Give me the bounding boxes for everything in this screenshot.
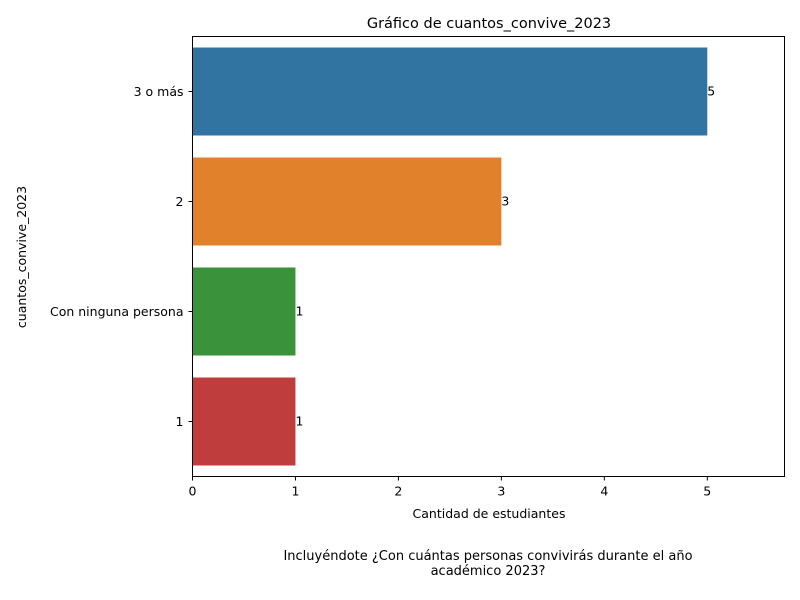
x-tick-label: 1 xyxy=(291,484,299,499)
bar xyxy=(192,47,708,136)
x-tick-label: 4 xyxy=(600,484,608,499)
x-tick-label: 0 xyxy=(189,484,197,499)
bar xyxy=(192,157,502,246)
bar xyxy=(192,267,296,356)
caption-line-2: académico 2023? xyxy=(430,564,546,579)
bar-value-label: 5 xyxy=(707,84,715,99)
bar-value-label: 3 xyxy=(501,194,509,209)
y-tick-label: 2 xyxy=(176,194,184,209)
y-tick-label: Con ninguna persona xyxy=(50,304,184,319)
y-axis: 3 o más 2 Con ninguna persona 1 xyxy=(50,84,193,429)
plot-frame xyxy=(192,36,785,477)
bar-value-label: 1 xyxy=(295,304,303,319)
x-tick-label: 2 xyxy=(394,484,402,499)
y-tick-label: 3 o más xyxy=(134,84,184,99)
caption-line-1: Incluyéndote ¿Con cuántas personas convi… xyxy=(283,549,693,564)
chart-caption: Incluyéndote ¿Con cuántas personas convi… xyxy=(188,549,788,579)
chart-title: Gráfico de cuantos_convive_2023 xyxy=(367,16,611,32)
bars-layer: 5 3 1 1 xyxy=(192,47,715,466)
x-tick-label: 3 xyxy=(497,484,505,499)
x-tick-label: 5 xyxy=(703,484,711,499)
y-tick-label: 1 xyxy=(176,414,184,429)
bar-value-label: 1 xyxy=(295,414,303,429)
x-axis-label: Cantidad de estudiantes xyxy=(413,506,566,521)
bar xyxy=(192,377,296,466)
x-axis: 0 1 2 3 4 5 xyxy=(189,476,711,499)
y-axis-label: cuantos_convive_2023 xyxy=(14,186,29,328)
